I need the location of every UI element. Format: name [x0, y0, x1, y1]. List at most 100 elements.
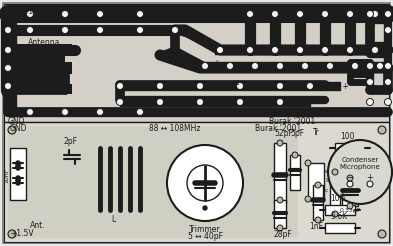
- Text: 10nF: 10nF: [4, 167, 9, 183]
- Circle shape: [246, 11, 253, 17]
- Circle shape: [332, 169, 338, 175]
- Circle shape: [367, 181, 373, 187]
- Circle shape: [136, 27, 143, 33]
- Circle shape: [347, 181, 353, 187]
- Circle shape: [328, 140, 392, 204]
- Circle shape: [8, 126, 16, 134]
- Text: Burak '2001: Burak '2001: [255, 124, 301, 133]
- Text: 2pF: 2pF: [64, 137, 78, 146]
- Text: 0.33μF: 0.33μF: [340, 208, 362, 213]
- Text: Ant.: Ant.: [30, 221, 46, 230]
- Text: 5pF: 5pF: [290, 129, 304, 138]
- Bar: [10, 148, 26, 200]
- Bar: [342, 178, 358, 206]
- Circle shape: [61, 27, 68, 33]
- Circle shape: [367, 62, 373, 70]
- Circle shape: [277, 197, 283, 203]
- Circle shape: [202, 62, 209, 70]
- Circle shape: [367, 78, 373, 86]
- Bar: [325, 223, 355, 233]
- Circle shape: [8, 230, 16, 238]
- Text: +1.5V: +1.5V: [22, 7, 46, 16]
- Bar: [325, 205, 355, 215]
- Circle shape: [196, 98, 204, 106]
- Text: 5.6K: 5.6K: [330, 212, 347, 221]
- Circle shape: [4, 46, 11, 53]
- Bar: [308, 163, 324, 199]
- Text: −: −: [347, 173, 353, 182]
- Text: c: c: [325, 188, 329, 193]
- Text: b: b: [215, 60, 220, 69]
- Circle shape: [292, 152, 298, 158]
- Circle shape: [97, 27, 103, 33]
- Circle shape: [4, 64, 11, 72]
- Circle shape: [171, 27, 178, 33]
- Polygon shape: [8, 44, 72, 94]
- Circle shape: [307, 82, 314, 90]
- Circle shape: [203, 206, 207, 210]
- Circle shape: [384, 62, 391, 70]
- Text: Condenser
Microphone: Condenser Microphone: [340, 157, 380, 170]
- Circle shape: [347, 175, 353, 181]
- Circle shape: [237, 82, 244, 90]
- Circle shape: [305, 196, 311, 202]
- Circle shape: [367, 98, 373, 106]
- Circle shape: [347, 203, 353, 209]
- Text: e: e: [235, 78, 240, 87]
- Circle shape: [367, 11, 373, 17]
- Circle shape: [237, 98, 244, 106]
- Circle shape: [136, 108, 143, 116]
- Circle shape: [296, 46, 303, 53]
- Circle shape: [384, 11, 391, 17]
- Circle shape: [378, 230, 386, 238]
- Circle shape: [321, 46, 329, 53]
- Circle shape: [4, 82, 11, 90]
- Circle shape: [246, 46, 253, 53]
- Circle shape: [371, 46, 378, 53]
- Text: b: b: [325, 178, 329, 183]
- Circle shape: [378, 126, 386, 134]
- Text: 5 ↔ 40pF: 5 ↔ 40pF: [187, 232, 222, 241]
- Text: GND: GND: [10, 124, 28, 133]
- Circle shape: [26, 108, 33, 116]
- Text: 1nF: 1nF: [309, 222, 323, 231]
- Circle shape: [347, 46, 353, 53]
- Text: e: e: [325, 169, 329, 174]
- Circle shape: [277, 98, 283, 106]
- Bar: [4, 122, 389, 242]
- Text: +: +: [367, 173, 373, 182]
- Circle shape: [277, 140, 283, 146]
- Text: 10K: 10K: [330, 194, 345, 203]
- Bar: [8, 126, 298, 238]
- Circle shape: [272, 11, 279, 17]
- Circle shape: [226, 62, 233, 70]
- Circle shape: [26, 27, 33, 33]
- Bar: [335, 143, 365, 153]
- Text: c: c: [235, 44, 239, 53]
- Circle shape: [321, 11, 329, 17]
- Text: Tr: Tr: [312, 128, 320, 137]
- Circle shape: [252, 62, 259, 70]
- Polygon shape: [160, 46, 205, 70]
- Circle shape: [384, 98, 391, 106]
- Bar: [274, 143, 286, 203]
- Text: 39K: 39K: [342, 187, 347, 199]
- Circle shape: [384, 27, 391, 33]
- Circle shape: [376, 62, 384, 70]
- Circle shape: [61, 11, 68, 17]
- Circle shape: [116, 98, 123, 106]
- Circle shape: [187, 165, 223, 201]
- Text: +1.5V: +1.5V: [10, 229, 34, 238]
- Circle shape: [97, 108, 103, 116]
- Circle shape: [136, 11, 143, 17]
- Text: 100: 100: [340, 132, 354, 141]
- Circle shape: [217, 46, 224, 53]
- Text: Antenna: Antenna: [28, 38, 61, 47]
- Circle shape: [371, 11, 378, 17]
- Circle shape: [315, 217, 321, 223]
- Text: - Mic +: - Mic +: [322, 82, 349, 91]
- Circle shape: [4, 27, 11, 33]
- Bar: [313, 185, 323, 220]
- Circle shape: [277, 82, 283, 90]
- Bar: [330, 172, 340, 214]
